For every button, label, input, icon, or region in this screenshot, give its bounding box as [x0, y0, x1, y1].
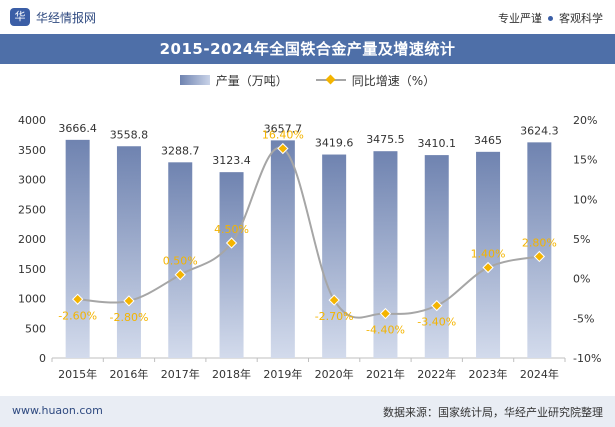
y-left-tick-label: 4000	[18, 114, 46, 127]
tagline-left: 专业严谨	[498, 12, 542, 25]
y-right-tick-label: -5%	[573, 312, 594, 325]
y-left-tick-label: 1000	[18, 293, 46, 306]
growth-value-label: 1.40%	[471, 248, 506, 261]
legend-label-growth: 同比增速（%）	[351, 73, 436, 88]
bar-value-label: 3666.4	[58, 122, 97, 135]
y-left-tick-label: 500	[25, 322, 46, 335]
growth-value-label: -2.60%	[58, 309, 97, 322]
y-left-tick-label: 3500	[18, 144, 46, 157]
bar-value-label: 3288.7	[161, 144, 200, 157]
growth-marker	[277, 142, 289, 155]
x-tick-label: 2016年	[109, 367, 148, 381]
growth-marker	[123, 295, 135, 307]
y-right-tick-label: 15%	[573, 154, 597, 167]
bar-production	[373, 151, 398, 358]
growth-value-label: -4.40%	[366, 324, 405, 337]
growth-value-label: 2.80%	[522, 236, 557, 249]
footer: www.huaon.com 数据来源：国家统计局，华经产业研究院整理	[0, 396, 615, 427]
brand-name: 华经情报网	[36, 10, 97, 25]
growth-marker	[71, 293, 84, 305]
bullet-dot-icon	[548, 15, 553, 21]
growth-marker	[379, 307, 392, 320]
chart-title: 2015-2024年全国铁合金产量及增速统计	[159, 40, 456, 58]
growth-marker	[328, 294, 340, 306]
growth-line	[77, 146, 540, 319]
x-tick-label: 2023年	[469, 367, 508, 381]
bar-value-label: 3419.6	[315, 137, 354, 150]
x-tick-label: 2017年	[161, 367, 200, 381]
bar-production	[322, 154, 347, 358]
growth-marker	[482, 261, 494, 274]
x-tick-label: 2019年	[263, 367, 302, 381]
x-tick-label: 2015年	[58, 367, 97, 381]
y-right-tick-label: 20%	[573, 114, 597, 127]
bar-value-label: 3465	[474, 134, 502, 147]
bar-production	[424, 155, 449, 358]
growth-value-label: -2.80%	[109, 311, 148, 324]
legend-item-growth[interactable]: 同比增速（%）	[315, 72, 436, 89]
y-right-tick-label: -10%	[573, 352, 601, 365]
y-left-tick-label: 0	[39, 352, 46, 365]
x-tick-label: 2024年	[520, 367, 559, 381]
brand[interactable]: 华 华经情报网	[10, 8, 96, 26]
bar-production	[476, 151, 501, 358]
y-left-tick-label: 2500	[18, 203, 46, 216]
bar-production	[219, 172, 244, 358]
growth-marker	[174, 269, 186, 281]
growth-marker	[533, 250, 546, 263]
tagline-right: 客观科学	[559, 12, 603, 25]
bar-production	[116, 146, 141, 358]
growth-value-label: -3.40%	[417, 316, 456, 329]
footer-url-link[interactable]: www.huaon.com	[12, 404, 103, 417]
y-left-tick-label: 3000	[18, 174, 46, 187]
bar-value-label: 3475.5	[366, 133, 405, 146]
legend-item-production[interactable]: 产量（万吨）	[179, 72, 288, 89]
bar-value-label: 3624.3	[520, 124, 559, 137]
y-right-tick-label: 5%	[573, 233, 590, 246]
top-bar: 华 华经情报网 专业严谨 客观科学	[0, 0, 615, 34]
growth-value-label: 16.40%	[262, 129, 304, 142]
x-tick-label: 2022年	[417, 367, 456, 381]
growth-value-label: 4.50%	[214, 223, 249, 236]
x-tick-label: 2020年	[315, 367, 354, 381]
y-left-tick-label: 1500	[18, 263, 46, 276]
growth-value-label: 0.50%	[163, 255, 198, 268]
x-tick-label: 2021年	[366, 367, 405, 381]
bar-value-label: 3410.1	[418, 137, 457, 150]
x-tick-label: 2018年	[212, 367, 251, 381]
brand-logo-icon: 华	[10, 8, 30, 26]
bar-value-label: 3657.7	[264, 122, 303, 135]
legend-line-swatch-icon	[315, 75, 346, 85]
y-left-tick-label: 2000	[18, 233, 46, 246]
bar-production	[168, 162, 193, 358]
bar-value-label: 3123.4	[212, 154, 251, 167]
growth-marker	[225, 237, 238, 249]
bar-value-label: 3558.8	[110, 128, 149, 141]
tagline: 专业严谨 客观科学	[498, 10, 603, 26]
bar-production	[65, 139, 90, 358]
growth-value-label: -2.70%	[315, 310, 354, 323]
legend-label-production: 产量（万吨）	[215, 73, 288, 88]
growth-marker	[431, 299, 443, 312]
bar-production	[527, 142, 552, 358]
y-right-tick-label: 0%	[573, 273, 590, 286]
chart-legend: 产量（万吨） 同比增速（%）	[0, 70, 615, 90]
y-right-tick-label: 10%	[573, 193, 597, 206]
legend-bar-swatch-icon	[179, 75, 210, 85]
title-bar: 2015-2024年全国铁合金产量及增速统计	[0, 34, 615, 64]
footer-source: 数据来源：国家统计局，华经产业研究院整理	[383, 406, 603, 419]
bar-production	[270, 140, 295, 358]
